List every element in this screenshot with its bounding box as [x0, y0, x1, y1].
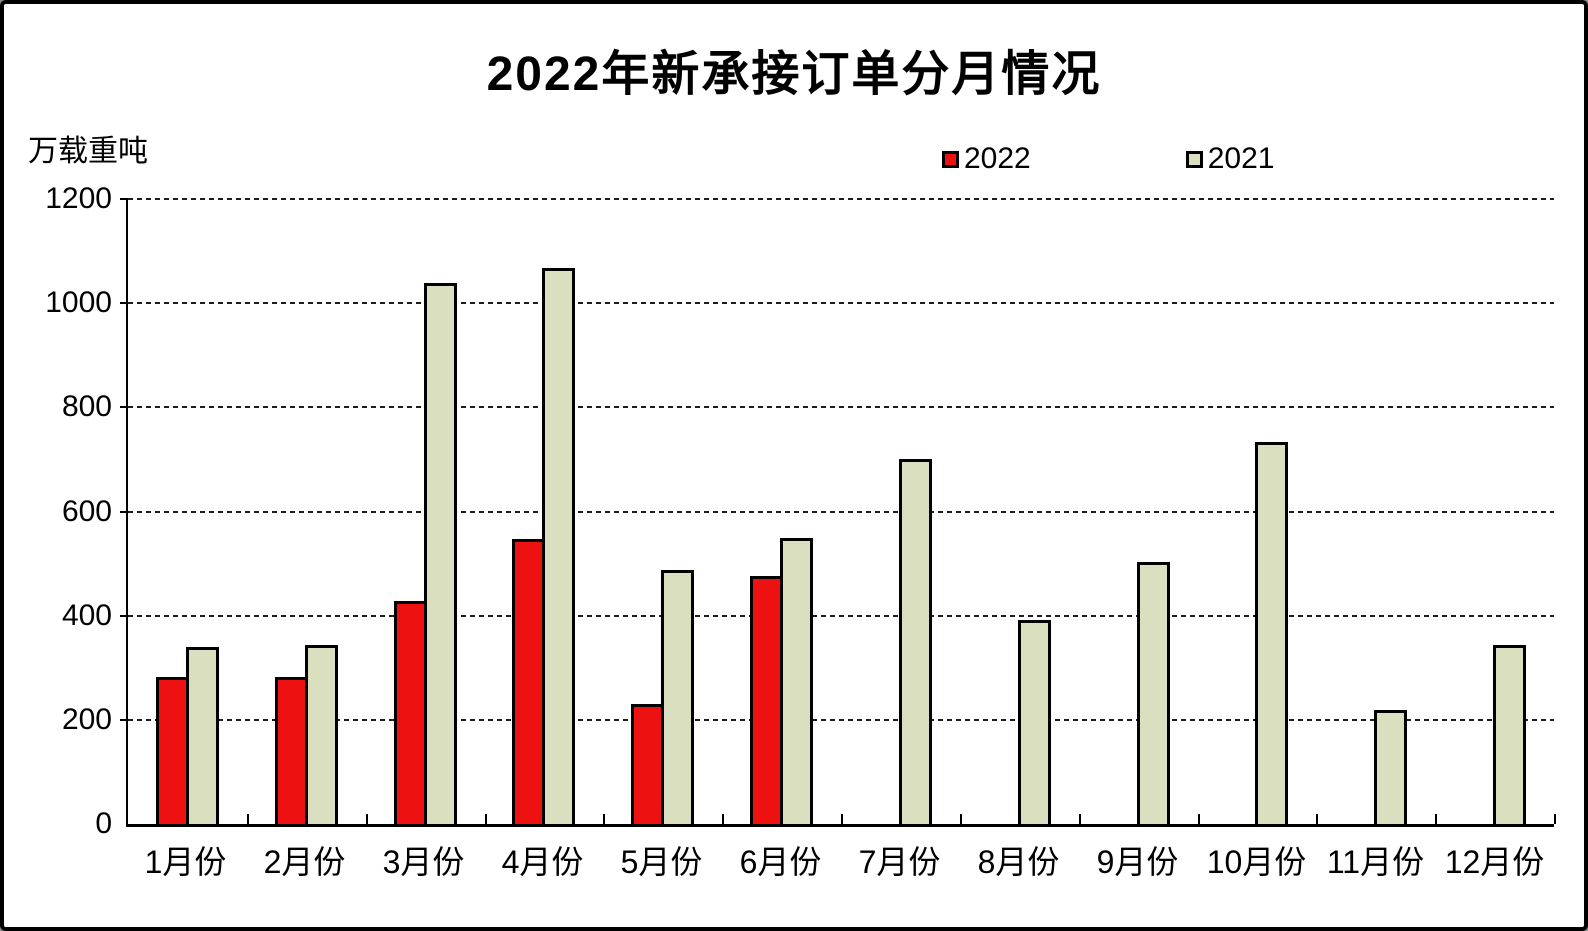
x-tick-mark-10: [1316, 814, 1319, 824]
legend-swatch-2022-icon: [942, 150, 959, 168]
bar-group-12月份: [1435, 199, 1554, 824]
bar-group-9月份: [1079, 199, 1198, 824]
x-axis-label-11月份: 11月份: [1326, 844, 1425, 880]
bar-group-4月份: [484, 199, 603, 824]
bar-group-10月份: [1197, 199, 1316, 824]
legend-item-2022: 2022: [942, 142, 1031, 176]
bar-group-6月份: [722, 199, 841, 824]
gridline-1200: [128, 198, 1554, 200]
x-axis-labels: 1月份 2月份 3月份 4月份 5月份 6月份 7月份 8月份 9月份 10月份 11月份 12月份: [126, 840, 1554, 886]
bar-2021-6月份: [780, 537, 814, 824]
bar-group-7月份: [841, 199, 960, 824]
bar-2021-4月份: [542, 267, 576, 824]
gridline-400: [128, 614, 1554, 617]
legend-swatch-2021-icon: [1185, 150, 1203, 168]
x-axis-label-9月份: 9月份: [1096, 844, 1179, 880]
bar-group-2月份: [247, 199, 366, 824]
bar-2021-3月份: [423, 283, 457, 824]
y-tick-label-600: 600: [61, 494, 112, 528]
bar-group-3月份: [366, 199, 485, 824]
bar-group-1月份: [128, 199, 247, 824]
bar-2022-4月份: [512, 539, 546, 824]
x-axis-label-12月份: 12月份: [1444, 844, 1545, 880]
x-tick-mark-8: [1078, 814, 1081, 824]
y-tick-mark-400: [120, 614, 128, 617]
x-axis-label-3月份: 3月份: [382, 844, 465, 880]
y-axis-unit-label: 万载重吨: [28, 135, 148, 168]
bar-2021-12月份: [1493, 645, 1527, 824]
bar-2022-6月份: [750, 576, 784, 824]
y-tick-label-1000: 1000: [45, 286, 112, 320]
legend: 2022 2021: [942, 142, 1275, 176]
bar-group-5月份: [603, 199, 722, 824]
bar-2022-1月份: [155, 676, 189, 824]
x-tick-mark-9: [1197, 814, 1200, 824]
y-tick-label-800: 800: [61, 390, 112, 424]
y-tick-mark-200: [120, 718, 128, 721]
bar-2021-9月份: [1136, 562, 1170, 824]
bar-2022-5月份: [631, 704, 665, 824]
gridline-200: [128, 718, 1554, 721]
bar-2021-5月份: [661, 569, 695, 824]
y-tick-label-0: 0: [95, 807, 112, 840]
gridline-600: [128, 510, 1554, 513]
legend-label-2021: 2021: [1207, 142, 1275, 175]
plot-area: 0 200 400 600 800 1000 1200: [45, 184, 1556, 839]
y-tick-mark-1000: [120, 302, 128, 305]
bar-groups: [128, 199, 1554, 824]
x-axis-label-10月份: 10月份: [1206, 844, 1307, 880]
x-axis-label-1月份: 1月份: [144, 844, 227, 880]
bar-2021-8月份: [1017, 620, 1051, 824]
x-tick-mark-5: [722, 814, 725, 824]
x-tick-mark-6: [841, 814, 843, 824]
y-tick-mark-600: [120, 510, 128, 513]
legend-item-2021: 2021: [1185, 142, 1275, 176]
x-tick-mark-12: [1554, 814, 1556, 824]
x-tick-mark-1: [246, 814, 249, 824]
bar-group-8月份: [960, 199, 1079, 824]
x-tick-mark-2: [365, 814, 368, 824]
bar-2021-11月份: [1374, 710, 1408, 824]
x-axis-label-8月份: 8月份: [977, 844, 1060, 880]
bar-2021-10月份: [1255, 442, 1289, 824]
bar-2021-1月份: [185, 647, 219, 824]
x-axis-label-4月份: 4月份: [501, 844, 584, 880]
x-tick-mark-7: [959, 814, 962, 824]
y-tick-label-200: 200: [61, 702, 112, 736]
bar-2022-3月份: [393, 601, 427, 824]
x-axis-label-2月份: 2月份: [263, 844, 346, 880]
x-tick-mark-3: [484, 814, 487, 824]
chart-title: 2022年新承接订单分月情况: [486, 48, 1102, 101]
y-tick-mark-800: [120, 406, 128, 409]
gridline-800: [128, 406, 1554, 409]
legend-label-2022: 2022: [964, 142, 1031, 175]
x-axis-label-6月份: 6月份: [739, 844, 822, 880]
x-tick-mark-4: [603, 814, 606, 824]
bar-group-11月份: [1316, 199, 1435, 824]
bar-2022-2月份: [274, 677, 308, 824]
bar-2021-2月份: [304, 645, 338, 824]
y-tick-label-400: 400: [61, 598, 112, 632]
x-axis-label-5月份: 5月份: [620, 844, 703, 880]
x-tick-mark-11: [1435, 814, 1438, 824]
gridline-1000: [128, 302, 1554, 305]
bar-2021-7月份: [898, 459, 932, 824]
y-tick-mark-1200: [120, 198, 128, 200]
y-tick-label-1200: 1200: [45, 182, 112, 215]
x-axis-label-7月份: 7月份: [858, 844, 941, 880]
